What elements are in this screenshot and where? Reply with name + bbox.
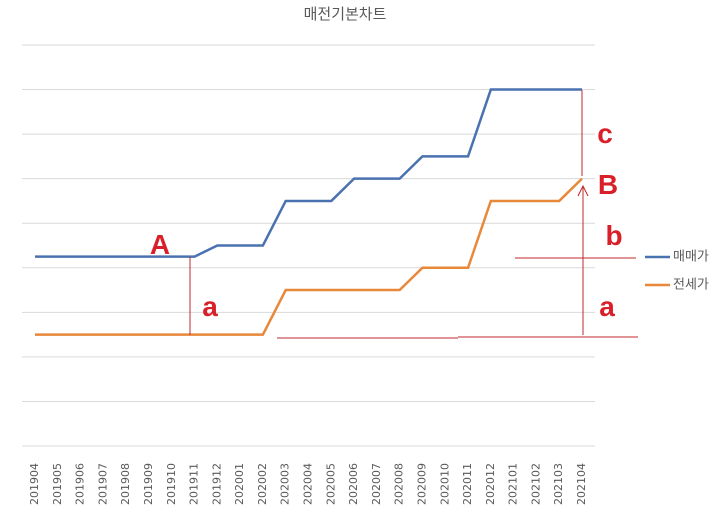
legend-label: 매매가 bbox=[673, 250, 709, 265]
series-line bbox=[35, 88, 582, 258]
annotation: c bbox=[597, 118, 613, 149]
x-tick-label: 202006 bbox=[347, 463, 360, 505]
x-tick-label: 202103 bbox=[552, 463, 565, 505]
x-tick-label: 202011 bbox=[461, 463, 474, 505]
x-tick-label: 202101 bbox=[507, 463, 520, 505]
annotation: b bbox=[605, 220, 622, 251]
x-tick-label: 202004 bbox=[302, 463, 315, 505]
x-tick-label: 201905 bbox=[51, 463, 64, 505]
x-tick-label: 202102 bbox=[529, 463, 542, 505]
x-tick-label: 202002 bbox=[256, 463, 269, 505]
chart-title: 매전기본차트 bbox=[304, 5, 387, 23]
x-tick-label: 202001 bbox=[233, 463, 246, 505]
annotation: B bbox=[598, 169, 618, 200]
x-tick-label: 202007 bbox=[370, 463, 383, 505]
x-tick-label: 202005 bbox=[324, 463, 337, 505]
x-tick-label: 201912 bbox=[210, 463, 223, 505]
x-tick-label: 202008 bbox=[393, 463, 406, 505]
series-line bbox=[35, 177, 583, 336]
legend-label: 전세가 bbox=[673, 278, 709, 293]
x-tick-label: 202010 bbox=[438, 463, 451, 505]
x-tick-label: 202003 bbox=[279, 463, 292, 505]
x-tick-label: 202012 bbox=[484, 463, 497, 505]
annotation-lines bbox=[189, 90, 638, 339]
x-tick-label: 202009 bbox=[415, 463, 428, 505]
x-tick-label: 201908 bbox=[119, 463, 132, 505]
annotation: a bbox=[202, 291, 218, 322]
annotation-arrow bbox=[577, 184, 589, 197]
x-tick-label: 201906 bbox=[74, 463, 87, 505]
x-tick-label: 201909 bbox=[142, 463, 155, 505]
annotation: a bbox=[599, 291, 615, 322]
x-tick-label: 201904 bbox=[28, 463, 41, 505]
x-tick-label: 202104 bbox=[575, 463, 588, 505]
x-tick-label: 201907 bbox=[96, 463, 109, 505]
annotation: A bbox=[150, 229, 170, 260]
x-tick-label: 201911 bbox=[188, 463, 201, 505]
x-tick-label: 201910 bbox=[165, 463, 178, 505]
